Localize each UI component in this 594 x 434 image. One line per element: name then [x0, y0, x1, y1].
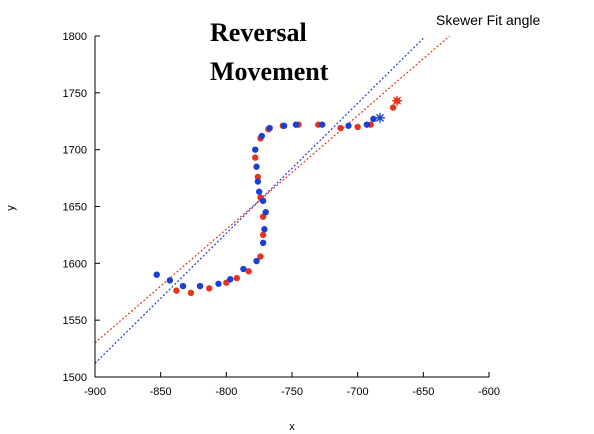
data-point-series-1	[257, 253, 264, 260]
data-point-series-1	[354, 123, 361, 131]
data-point-series-2	[253, 163, 260, 170]
data-point-series-1	[206, 285, 213, 292]
data-point-series-2	[261, 226, 268, 233]
y-tick-label: 1800	[63, 31, 87, 43]
chart-title-line-2: Movement	[210, 57, 329, 86]
y-tick-label: 1700	[63, 145, 87, 157]
star-marker-1	[392, 95, 403, 106]
data-point-series-2	[166, 277, 174, 284]
corner-label: Skewer Fit angle	[436, 12, 540, 28]
y-tick-label: 1550	[63, 315, 87, 327]
x-tick-label: -700	[347, 386, 369, 398]
data-point-series-1	[233, 274, 241, 282]
data-point-series-1	[254, 173, 262, 181]
data-point-series-2	[319, 121, 326, 128]
x-axis-title: x	[289, 421, 295, 433]
data-point-series-2	[255, 188, 263, 195]
data-point-series-2	[258, 132, 265, 140]
chart-title-line-1: Reversal	[210, 18, 307, 47]
data-point-series-2	[259, 197, 267, 205]
data-point-series-2	[259, 239, 267, 247]
data-point-series-2	[240, 265, 247, 273]
data-point-series-1	[187, 289, 195, 297]
ticks-layer: -900 -850 -800 -750 -700 -650 -600 1500 1550 1600…	[63, 31, 501, 398]
star-marker-2	[374, 112, 385, 123]
data-point-series-2	[266, 124, 273, 132]
y-tick-label: 1500	[63, 372, 87, 384]
x-tick-label: -600	[478, 386, 500, 398]
data-point-series-1	[337, 124, 344, 132]
data-point-series-2	[280, 122, 288, 129]
x-tick-label: -750	[281, 386, 303, 398]
data-point-series-2	[153, 271, 160, 278]
y-tick-label: 1750	[63, 88, 87, 100]
data-point-series-1	[259, 231, 267, 239]
data-point-series-2	[370, 115, 377, 123]
data-point-series-2	[292, 121, 300, 128]
data-point-series-2	[227, 276, 234, 283]
data-point-series-2	[254, 178, 262, 185]
data-point-series-1	[252, 154, 259, 161]
data-point-series-1	[389, 104, 397, 111]
fit-line-2	[94, 37, 424, 364]
y-tick-label: 1650	[63, 202, 87, 214]
data-point-series-2	[252, 146, 259, 153]
x-tick-label: -800	[215, 386, 237, 398]
fit-lines-layer	[94, 35, 450, 364]
data-point-series-2	[196, 282, 204, 290]
data-point-series-1	[245, 268, 252, 275]
y-tick-label: 1600	[63, 258, 87, 270]
data-point-series-2	[363, 121, 371, 128]
data-point-series-1	[173, 287, 180, 294]
axes	[94, 36, 489, 378]
points-layer	[153, 95, 403, 297]
x-tick-label: -850	[150, 386, 172, 398]
data-point-series-2	[262, 208, 269, 216]
data-point-series-2	[179, 282, 187, 290]
x-tick-label: -900	[84, 386, 106, 398]
data-point-series-2	[253, 257, 260, 265]
y-axis-title: y	[5, 205, 17, 211]
x-tick-label: -650	[412, 386, 434, 398]
data-point-series-2	[345, 122, 352, 129]
data-point-series-2	[215, 280, 222, 287]
